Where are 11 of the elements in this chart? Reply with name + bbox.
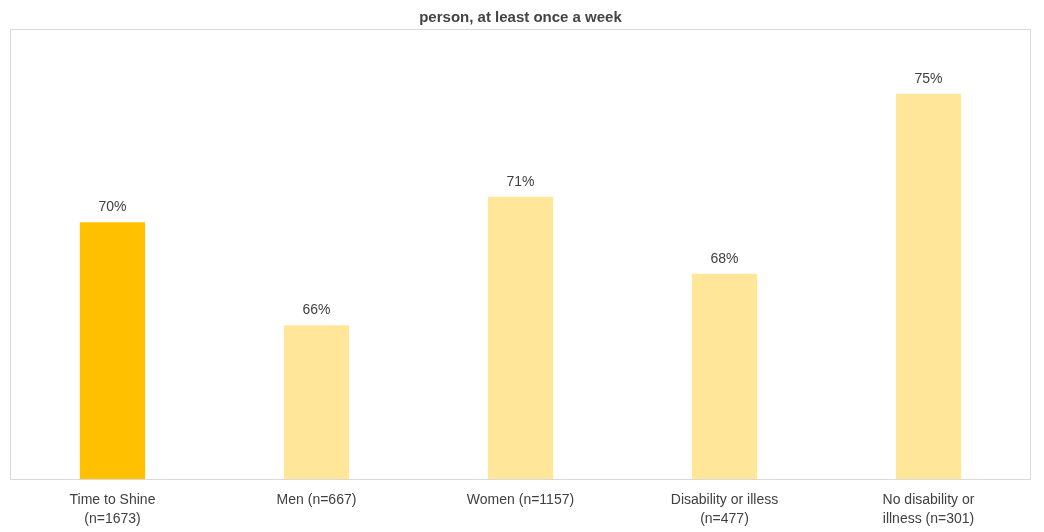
data-label: 68% (710, 249, 739, 266)
x-tick-label: Disability or illess (n=477) (670, 490, 779, 526)
data-label: 66% (302, 301, 331, 318)
x-tick-label: No disability or illness (n=301) (882, 490, 975, 526)
x-tick-label: Time to Shine (n=1673) (69, 490, 156, 526)
x-tick-label: Women (n=1157) (466, 490, 575, 507)
data-label: 71% (506, 172, 535, 189)
x-tick-label: Men (n=667) (276, 490, 357, 507)
chart-title: person, at least once a week (419, 7, 623, 25)
data-label: 75% (914, 69, 943, 86)
data-label: 70% (98, 198, 127, 215)
